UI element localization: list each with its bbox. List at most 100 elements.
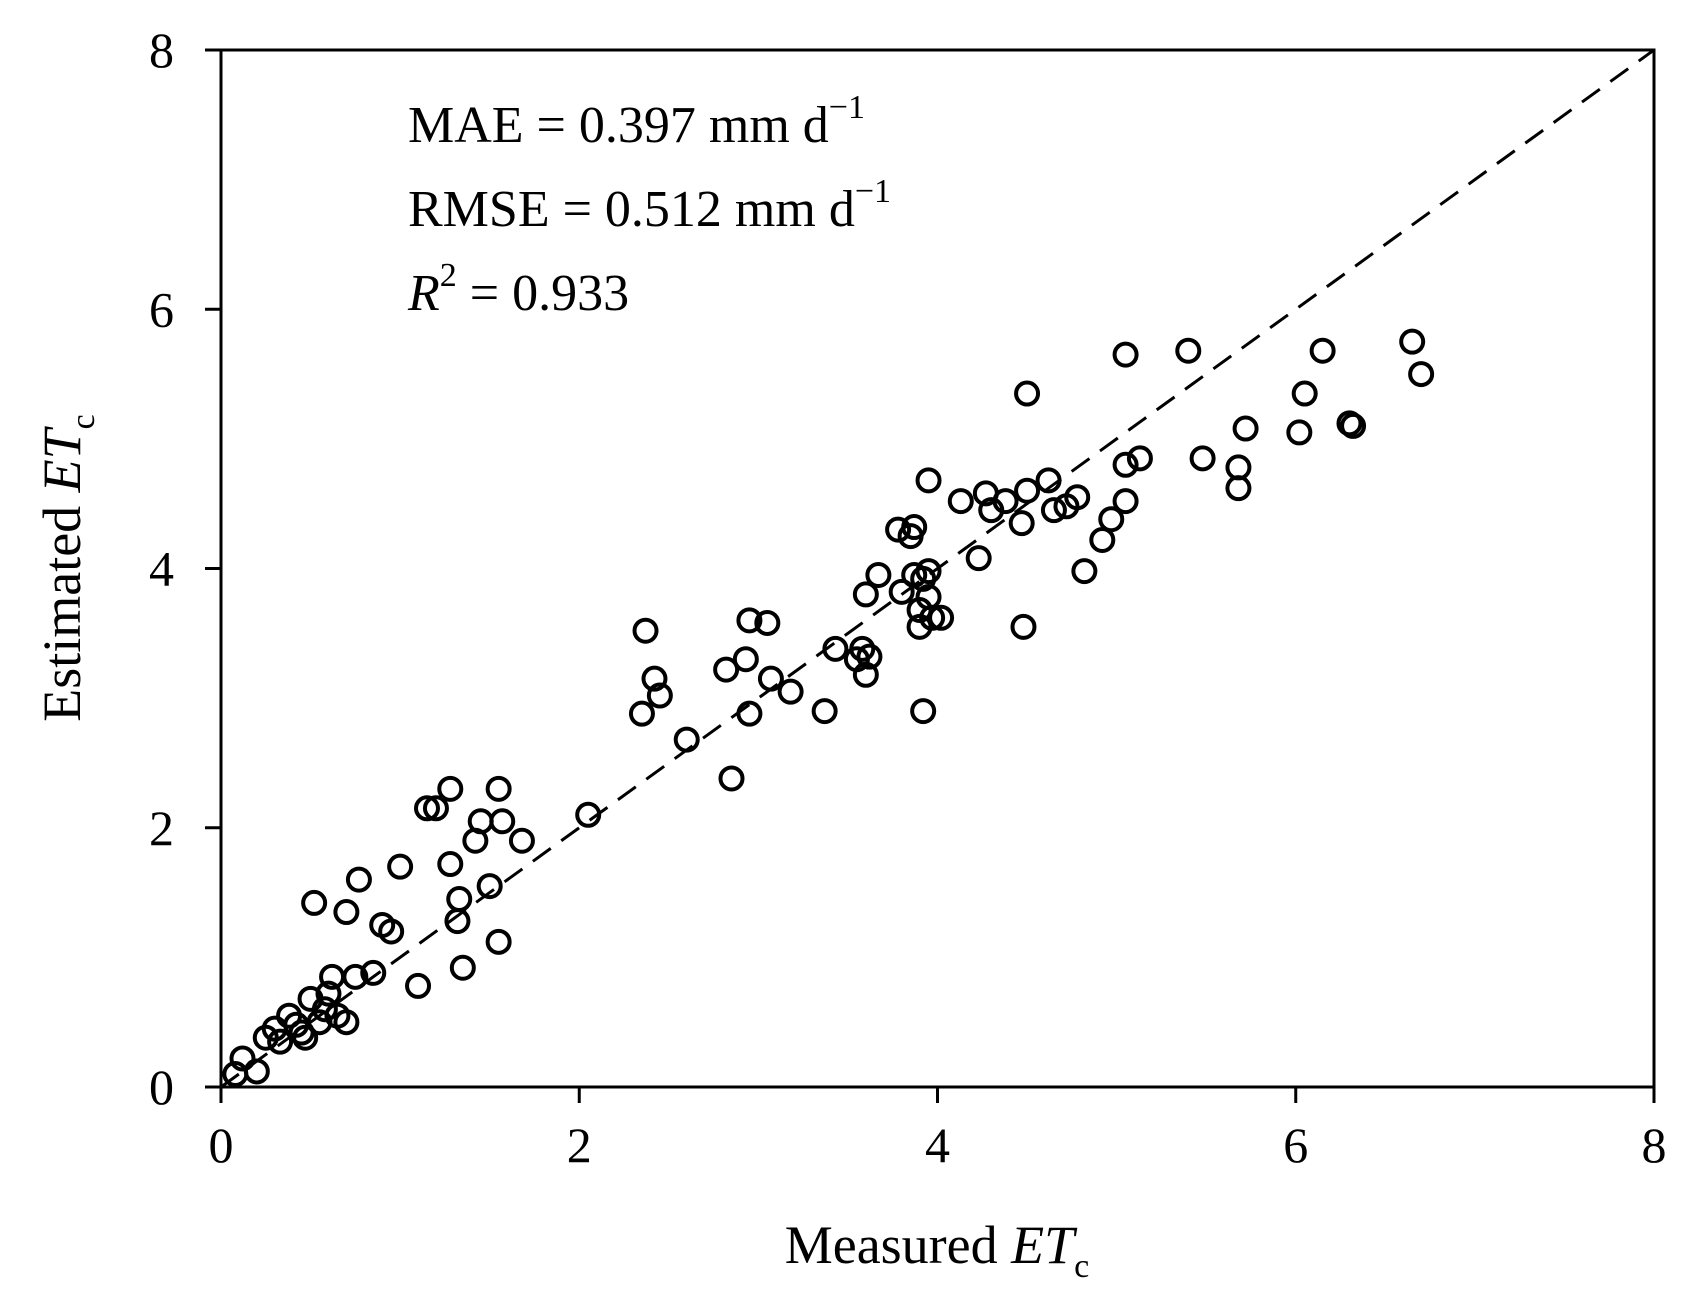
data-point <box>485 775 512 802</box>
data-point <box>1008 510 1035 537</box>
x-tick-label: 4 <box>925 1117 950 1173</box>
data-point <box>856 643 883 670</box>
data-point <box>1399 328 1426 355</box>
x-axis-title: Measured ETc <box>785 1215 1090 1285</box>
data-point <box>646 682 673 709</box>
data-point <box>732 646 759 673</box>
data-point <box>378 918 405 945</box>
data-point <box>888 578 915 605</box>
x-tick-label: 2 <box>567 1117 592 1173</box>
data-point <box>947 488 974 515</box>
data-point <box>333 1009 360 1036</box>
data-point <box>885 516 912 543</box>
data-point <box>292 1024 319 1051</box>
data-point <box>449 954 476 981</box>
data-point <box>811 698 838 725</box>
data-point <box>1340 412 1367 439</box>
data-point <box>673 726 700 753</box>
data-point <box>919 604 946 631</box>
data-points <box>222 328 1435 1088</box>
y-axis-ticks: 0 2 4 6 8 <box>149 22 221 1115</box>
data-point <box>915 558 942 585</box>
data-point <box>345 866 372 893</box>
data-point <box>422 795 449 822</box>
data-point <box>1071 558 1098 585</box>
data-point <box>575 801 602 828</box>
data-point <box>1225 454 1252 481</box>
data-point <box>1189 445 1216 472</box>
data-point <box>446 886 473 913</box>
data-point <box>1040 497 1067 524</box>
data-point <box>301 889 328 916</box>
data-point <box>1035 467 1062 494</box>
data-point <box>1010 613 1037 640</box>
data-point <box>229 1045 256 1072</box>
data-point <box>476 873 503 900</box>
data-point <box>267 1028 294 1055</box>
data-point <box>915 467 942 494</box>
y-tick-label: 0 <box>149 1059 174 1115</box>
x-tick-label: 6 <box>1283 1117 1308 1173</box>
data-point <box>1014 477 1041 504</box>
data-point <box>718 765 745 792</box>
data-point <box>333 899 360 926</box>
data-point <box>1112 488 1139 515</box>
data-point <box>1064 484 1091 511</box>
data-point <box>1408 361 1435 388</box>
data-point <box>641 665 668 692</box>
data-point <box>736 607 763 634</box>
data-point <box>1112 451 1139 478</box>
y-tick-label: 6 <box>149 281 174 337</box>
data-point <box>849 635 876 662</box>
data-point <box>489 808 516 835</box>
x-tick-label: 0 <box>209 1117 234 1173</box>
y-tick-label: 4 <box>149 541 174 597</box>
y-tick-label: 8 <box>149 22 174 78</box>
data-point <box>928 604 955 631</box>
data-point <box>852 661 879 688</box>
data-point <box>1175 337 1202 364</box>
data-point <box>901 514 928 541</box>
data-point <box>822 635 849 662</box>
data-point <box>413 795 440 822</box>
data-point <box>852 581 879 608</box>
data-point <box>865 561 892 588</box>
mae-annotation: MAE = 0.397 mm d−1 <box>408 89 865 154</box>
rmse-annotation: RMSE = 0.512 mm d−1 <box>408 173 891 238</box>
data-point <box>757 665 784 692</box>
data-point <box>311 996 338 1023</box>
data-point <box>632 617 659 644</box>
data-point <box>405 972 432 999</box>
data-point <box>360 959 387 986</box>
data-point <box>736 700 763 727</box>
data-point <box>508 827 535 854</box>
data-point <box>387 853 414 880</box>
data-point <box>1291 380 1318 407</box>
data-point <box>243 1058 270 1085</box>
data-point <box>1286 419 1313 446</box>
data-point <box>777 678 804 705</box>
y-tick-label: 2 <box>149 800 174 856</box>
data-point <box>992 488 1019 515</box>
data-point <box>1309 337 1336 364</box>
data-point <box>1098 506 1125 533</box>
x-axis-ticks: 0 2 4 6 8 <box>209 1087 1667 1173</box>
data-point <box>437 775 464 802</box>
data-point <box>1112 341 1139 368</box>
data-point <box>342 963 369 990</box>
data-point <box>1089 526 1116 553</box>
data-point <box>315 980 342 1007</box>
data-point <box>713 656 740 683</box>
data-point <box>965 545 992 572</box>
x-tick-label: 8 <box>1642 1117 1667 1173</box>
data-point <box>1225 475 1252 502</box>
r2-annotation: R2 = 0.933 <box>407 257 629 322</box>
data-point <box>910 698 937 725</box>
data-point <box>437 851 464 878</box>
data-point <box>1126 445 1153 472</box>
data-point <box>628 700 655 727</box>
data-point <box>485 928 512 955</box>
data-point <box>1014 380 1041 407</box>
data-point <box>754 609 781 636</box>
